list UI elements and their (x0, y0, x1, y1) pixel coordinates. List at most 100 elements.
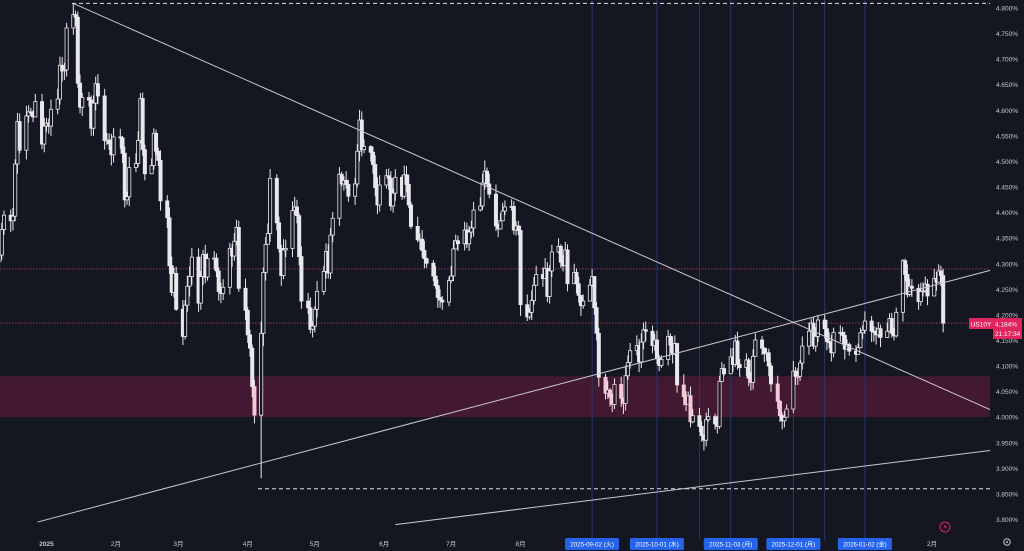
candle-body (315, 290, 320, 310)
candle-body (13, 163, 18, 217)
candle-body (769, 365, 774, 385)
candle-body (265, 233, 270, 245)
candle-body (659, 359, 664, 366)
candle-body (941, 275, 946, 324)
x-tick-label: 7月 (446, 540, 456, 548)
candle-body (384, 175, 389, 186)
candle-body (688, 395, 693, 423)
y-tick-label: 4.000% (996, 415, 1018, 422)
candle-body (227, 248, 232, 288)
candle-body (422, 250, 427, 260)
candle-body (668, 335, 673, 346)
candle-body (294, 206, 299, 217)
candle-body (310, 325, 315, 330)
candle-body (91, 102, 96, 129)
x-tick-label: 2月 (927, 540, 937, 548)
settings-gear-icon[interactable] (1003, 538, 1011, 546)
candle-body (252, 386, 257, 416)
candle-body (120, 137, 125, 154)
candle-body (57, 64, 62, 100)
candle-body (827, 341, 832, 343)
candle-body (185, 285, 190, 306)
candle-body (592, 276, 597, 309)
candle-body (547, 270, 552, 297)
candle-body (449, 275, 454, 282)
y-tick-label: 4.750% (996, 31, 1018, 38)
candle-body (328, 234, 333, 274)
date-badge-label: 2025-10-01 (水) (635, 541, 679, 549)
candle-body (154, 132, 159, 152)
candle-body (753, 339, 758, 357)
trendline (395, 449, 991, 526)
candle-body (798, 362, 803, 377)
candle-body (125, 196, 130, 201)
candle-body (232, 240, 237, 257)
y-tick-label: 4.350% (996, 236, 1018, 243)
candle-body (717, 380, 722, 427)
candle-body (858, 332, 863, 349)
y-tick-label: 4.150% (996, 338, 1018, 345)
candle-body (534, 274, 539, 286)
candle-body (639, 341, 644, 363)
y-axis: 4.800% 4.750% 4.700% 4.650% 4.600% 4.550% 4.50… (996, 6, 1018, 525)
candle-body (751, 355, 756, 383)
candle-body (675, 343, 680, 386)
candle-body (453, 240, 458, 250)
candle-body (388, 177, 393, 207)
lightning-icon[interactable] (939, 521, 951, 533)
candle-body (862, 320, 867, 331)
candle-body (26, 111, 31, 117)
candle-body (516, 225, 521, 231)
candle-body (722, 368, 727, 375)
candle-body (623, 375, 628, 404)
candle-body (641, 329, 646, 343)
candle-body (373, 164, 378, 188)
candle-body (118, 136, 123, 139)
candles-layer (0, 3, 946, 479)
candle-body (339, 173, 344, 185)
candle-body (140, 98, 145, 151)
candle-body (603, 376, 608, 394)
candle-body (306, 300, 311, 309)
candle-body (198, 276, 203, 304)
x-tick-label: 2月 (111, 540, 121, 548)
candle-body (706, 416, 711, 421)
candle-body (95, 83, 100, 97)
candle-body (433, 275, 438, 287)
candle-body (735, 340, 740, 365)
candle-body (576, 283, 581, 296)
candle-body (467, 231, 472, 245)
candle-body (746, 359, 751, 379)
candle-body (165, 200, 170, 219)
date-badge-bg (703, 538, 758, 550)
candle-body (487, 183, 492, 195)
candle-body (502, 206, 507, 212)
last-price-badge-bg (993, 318, 1022, 339)
date-badge-label: 2025-09-02 (火) (570, 542, 614, 549)
candle-body (574, 272, 579, 285)
candle-body (760, 339, 765, 349)
candle-body (368, 146, 373, 153)
candle-body (831, 331, 836, 354)
candle-body (370, 151, 375, 165)
candle-body (625, 362, 630, 377)
candle-body (889, 318, 894, 334)
candle-body (277, 222, 282, 249)
candle-body (791, 370, 796, 410)
candle-body (149, 165, 154, 175)
candle-body (60, 64, 65, 72)
candle-body (415, 226, 420, 241)
candle-body (775, 383, 780, 402)
candle-body (33, 101, 38, 118)
trendline (37, 269, 991, 523)
candle-body (243, 287, 248, 311)
candle-body (156, 150, 161, 161)
candle-body (78, 82, 83, 108)
candle-body (807, 330, 812, 347)
y-tick-label: 4.800% (996, 6, 1018, 13)
candle-body (424, 258, 429, 264)
candle-body (728, 356, 733, 375)
candle-body (86, 97, 91, 101)
